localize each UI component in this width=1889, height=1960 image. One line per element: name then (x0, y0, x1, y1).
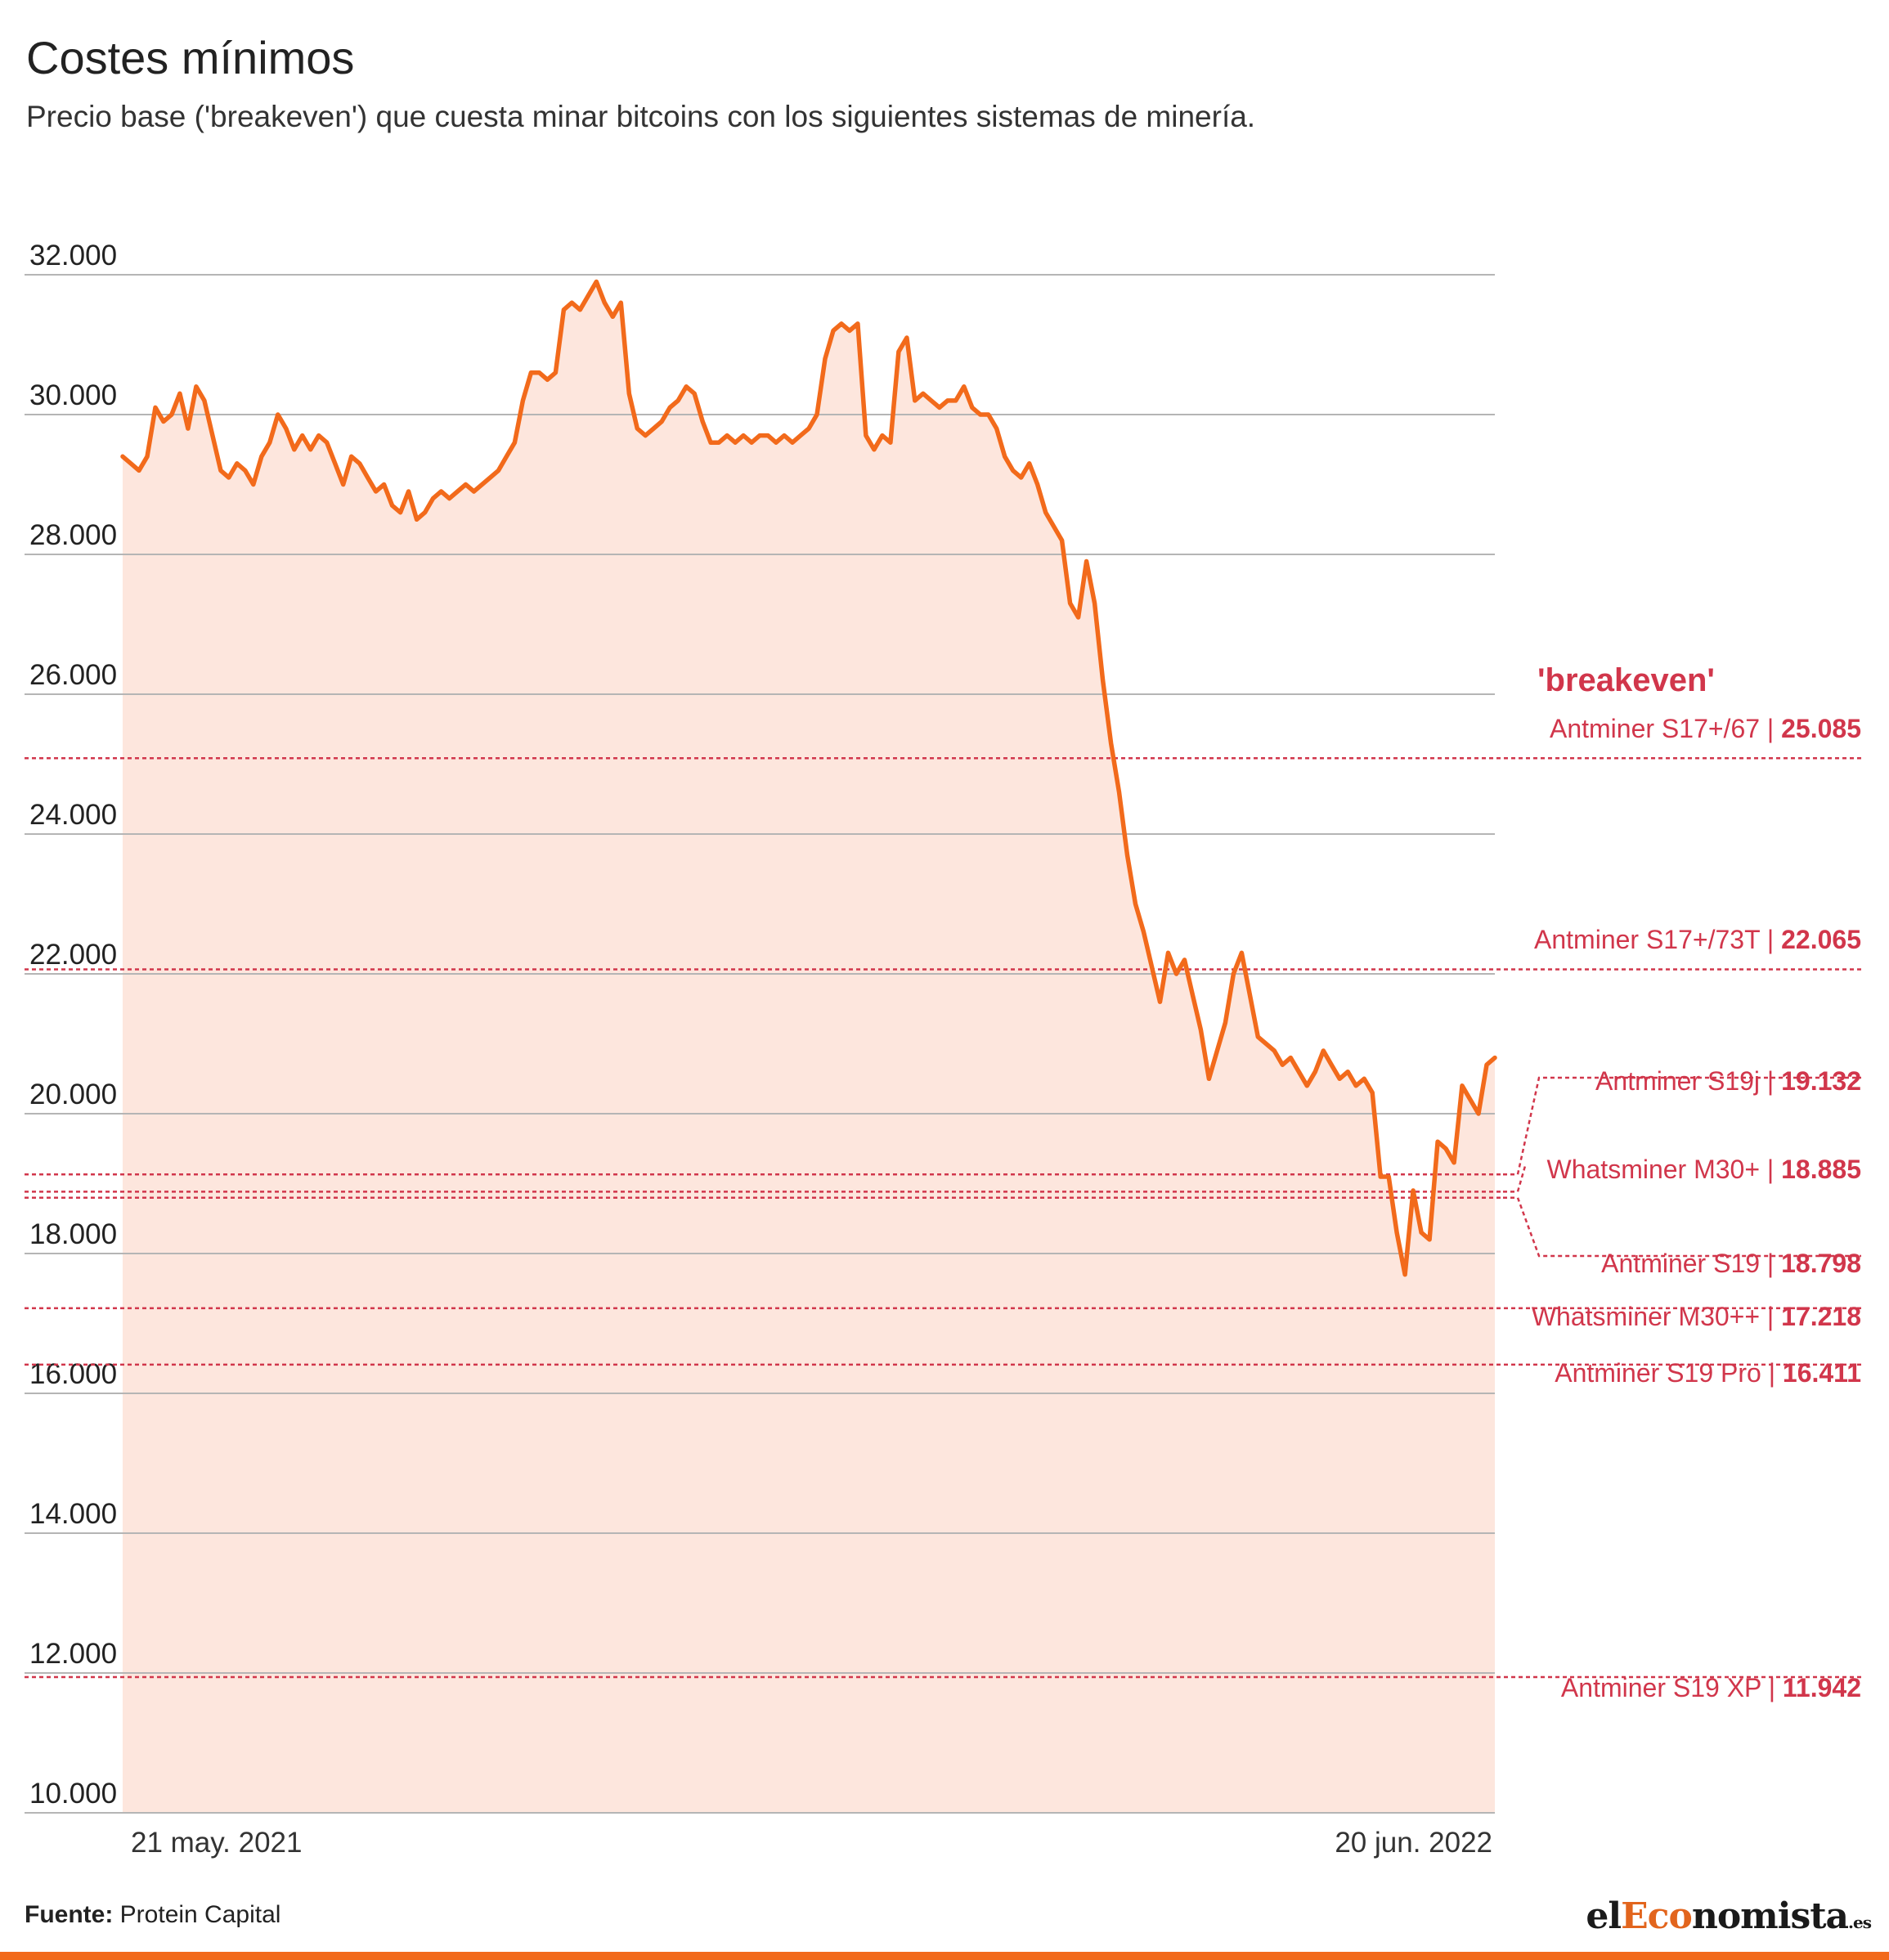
x-tick-label: 20 jun. 2022 (1335, 1827, 1492, 1859)
breakeven-label: Antminer S17+/73T | 22.065 (1534, 925, 1861, 954)
y-tick-label: 30.000 (29, 379, 117, 411)
brand-rest: nomista (1691, 1895, 1849, 1937)
breakeven-system-name: Antminer S19j | (1595, 1066, 1781, 1096)
y-tick-label: 20.000 (29, 1079, 117, 1110)
bottom-accent-bar (0, 1952, 1889, 1960)
y-tick-label: 18.000 (29, 1218, 117, 1250)
breakeven-label: Whatsminer M30+ | 18.885 (1547, 1155, 1862, 1184)
breakeven-value: 19.132 (1781, 1066, 1861, 1096)
breakeven-leader (1503, 1076, 1861, 1176)
y-tick-label: 16.000 (29, 1358, 117, 1390)
breakeven-value: 16.411 (1783, 1358, 1861, 1388)
y-tick-label: 28.000 (29, 519, 117, 551)
breakeven-leader (1503, 1196, 1861, 1258)
source-note: Fuente: Protein Capital (25, 1901, 280, 1929)
y-tick-label: 32.000 (29, 240, 117, 271)
series-area (123, 281, 1495, 1813)
brand-prefix: el (1586, 1895, 1622, 1937)
breakeven-system-name: Whatsminer M30++ | (1532, 1302, 1781, 1331)
breakeven-label: Antminer S19 XP | 11.942 (1561, 1673, 1861, 1702)
breakeven-label: Antminer S19 | 18.798 (1601, 1249, 1861, 1278)
breakeven-value: 25.085 (1781, 714, 1861, 743)
breakeven-system-name: Antminer S19 XP | (1561, 1673, 1783, 1702)
y-tick-label: 14.000 (29, 1498, 117, 1530)
breakeven-label: Antminer S17+/67 | 25.085 (1550, 714, 1861, 743)
chart-subtitle: Precio base ('breakeven') que cuesta min… (26, 100, 1256, 133)
breakeven-value: 18.885 (1781, 1155, 1861, 1184)
breakeven-label: Whatsminer M30++ | 17.218 (1532, 1302, 1861, 1331)
price-line (120, 279, 1497, 1277)
breakeven-leader (1503, 1165, 1527, 1193)
breakeven-system-name: Antminer S17+/67 | (1550, 714, 1781, 743)
breakeven-system-name: Antminer S19 Pro | (1555, 1358, 1783, 1388)
breakeven-system-name: Antminer S19 | (1601, 1249, 1781, 1278)
breakeven-value: 22.065 (1781, 925, 1861, 954)
y-tick-label: 12.000 (29, 1638, 117, 1670)
brand-accent: Eco (1621, 1895, 1693, 1937)
breakeven-label: Antminer S19j | 19.132 (1595, 1066, 1861, 1096)
breakeven-system-name: Whatsminer M30+ | (1547, 1155, 1782, 1184)
source-value: Protein Capital (119, 1901, 281, 1928)
breakeven-value: 18.798 (1781, 1249, 1861, 1278)
x-tick-label: 21 may. 2021 (131, 1827, 303, 1859)
y-tick-label: 22.000 (29, 939, 117, 971)
y-tick-label: 24.000 (29, 799, 117, 831)
source-label: Fuente: (25, 1901, 114, 1928)
breakeven-value: 11.942 (1783, 1673, 1861, 1702)
brand-logo[interactable]: elEconomista.es (1586, 1895, 1872, 1937)
y-tick-label: 26.000 (29, 659, 117, 691)
brand-tld: .es (1848, 1913, 1872, 1932)
price-chart: 10.000 12.000 14.000 16.000 18.000 20.000 22.0… (25, 240, 1862, 1859)
breakeven-label: Antminer S19 Pro | 16.411 (1555, 1358, 1861, 1388)
breakeven-value: 17.218 (1781, 1302, 1861, 1331)
breakeven-title: 'breakeven' (1537, 662, 1715, 698)
breakeven-system-name: Antminer S17+/73T | (1534, 925, 1781, 954)
y-tick-label: 10.000 (29, 1778, 117, 1810)
chart-title: Costes mínimos (26, 32, 355, 83)
